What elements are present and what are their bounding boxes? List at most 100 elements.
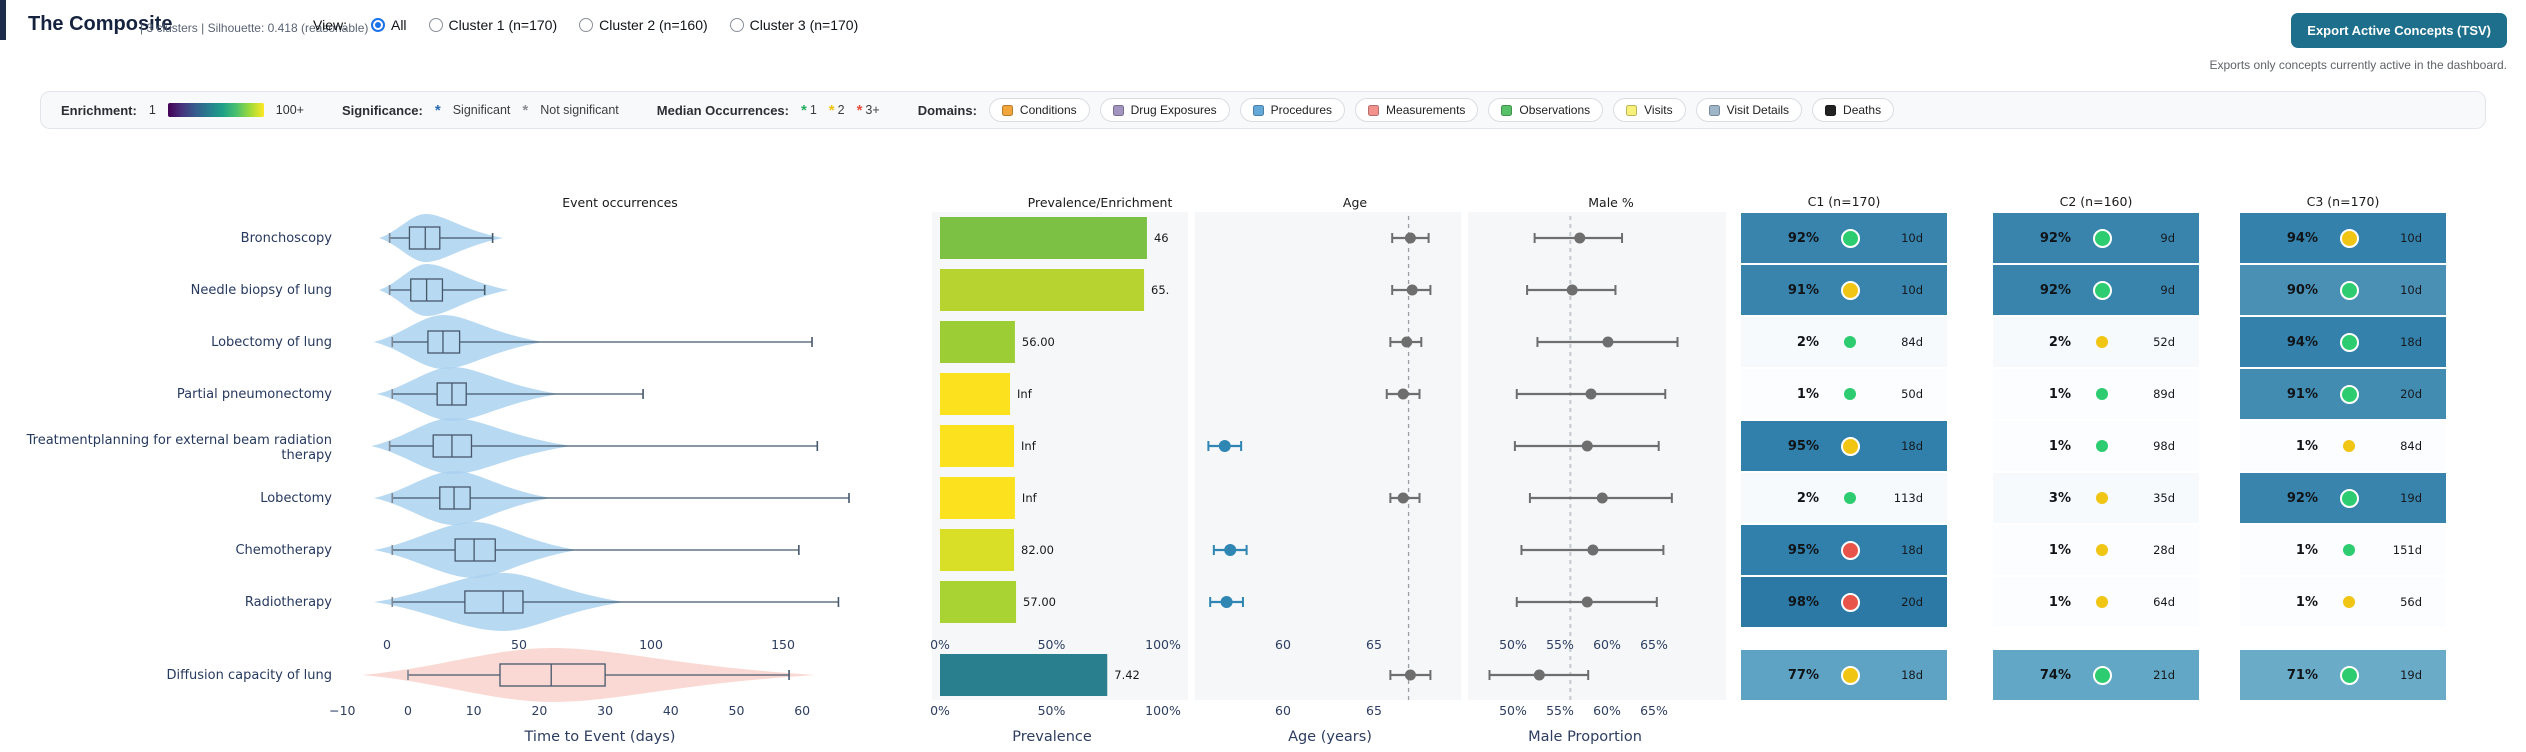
chart-text: 20 xyxy=(531,703,547,718)
dot-container xyxy=(1819,280,1881,300)
median-asterisk-icon: * xyxy=(828,101,835,119)
chart-text: Partial pneumonectomy xyxy=(177,387,332,402)
chart-text: Lobectomy xyxy=(260,491,332,506)
cluster-prevalence-value: 92% xyxy=(2286,490,2318,506)
domain-pill-visits[interactable]: Visits xyxy=(1613,98,1686,122)
mean-dot xyxy=(1587,544,1599,556)
cluster-cell: 2% 52d xyxy=(1993,317,2199,367)
domain-pill-deaths[interactable]: Deaths xyxy=(1812,98,1895,122)
view-radio-label: Cluster 1 (n=170) xyxy=(448,17,558,33)
enrichment-label: Enrichment: xyxy=(61,102,137,118)
chart-text: Age xyxy=(1343,195,1367,210)
dot-container xyxy=(2071,596,2133,608)
dot-container xyxy=(2318,440,2380,452)
view-radio-cluster-3-n-170[interactable]: Cluster 3 (n=170) xyxy=(729,17,858,33)
export-caption: Exports only concepts currently active i… xyxy=(2209,58,2508,72)
chart-text: Chemotherapy xyxy=(235,543,332,558)
dot-container xyxy=(2318,332,2380,352)
radio-icon[interactable] xyxy=(729,18,744,32)
domain-pill-conditions[interactable]: Conditions xyxy=(988,98,1090,122)
cluster-prevalence-value: 94% xyxy=(2286,230,2318,246)
cluster-cell: 91% 10d xyxy=(1741,265,1947,315)
radio-icon[interactable] xyxy=(428,18,443,32)
median-time-to-event: 19d xyxy=(2400,491,2422,505)
cluster-prevalence-value: 2% xyxy=(2048,334,2071,350)
chart-text: 40 xyxy=(663,703,679,718)
chart-text: 57.00 xyxy=(1023,595,1056,609)
dot-container xyxy=(2318,228,2380,248)
median-occurrence-dot-icon xyxy=(2339,384,2359,404)
chart-text: Event occurrences xyxy=(562,195,678,210)
mean-dot xyxy=(1397,388,1409,400)
mean-dot xyxy=(1404,669,1416,681)
cluster-prevalence-value: 1% xyxy=(2048,542,2071,558)
view-selector: View: All Cluster 1 (n=170) Cluster 2 (n=1… xyxy=(313,17,858,33)
view-radio-cluster-1-n-170[interactable]: Cluster 1 (n=170) xyxy=(428,17,558,33)
chart-text: Treatmentplanning for external beam radi… xyxy=(26,433,332,448)
median-occurrence-dot-icon xyxy=(2096,596,2108,608)
boxplot-box xyxy=(464,590,524,614)
chart-text: 82.00 xyxy=(1021,543,1054,557)
domain-pill-observations[interactable]: Observations xyxy=(1488,98,1604,122)
chart-text: 100 xyxy=(639,637,663,652)
mean-dot xyxy=(1581,596,1593,608)
boxplot-box xyxy=(454,538,496,562)
dot-container xyxy=(1819,388,1881,400)
boxplot-box xyxy=(427,330,461,354)
violin-shape xyxy=(373,315,543,369)
mean-dot xyxy=(1596,492,1608,504)
chart-text: 65 xyxy=(1366,703,1382,718)
chart-text: 55% xyxy=(1546,637,1574,652)
cluster-cell: 1% 84d xyxy=(2240,421,2446,471)
cluster-cell: 2% 113d xyxy=(1741,473,1947,523)
domain-pill-visit-details[interactable]: Visit Details xyxy=(1695,98,1803,122)
median-occurrence-dot-icon xyxy=(1840,540,1860,560)
cluster-prevalence-value: 1% xyxy=(2295,594,2318,610)
cluster-prevalence-value: 74% xyxy=(2039,667,2071,683)
median-occurrence-dot-icon xyxy=(2339,280,2359,300)
radio-selected-icon[interactable] xyxy=(370,18,385,32)
cluster-cell: 1% 89d xyxy=(1993,369,2199,419)
median-time-to-event: 19d xyxy=(2400,668,2422,682)
median-time-to-event: 89d xyxy=(2153,387,2175,401)
domain-pill-measurements[interactable]: Measurements xyxy=(1355,98,1479,122)
cluster-prevalence-value: 94% xyxy=(2286,334,2318,350)
dot-container xyxy=(2318,544,2380,556)
header-accent-bar xyxy=(0,0,6,40)
export-button[interactable]: Export Active Concepts (TSV) xyxy=(2291,13,2507,48)
domain-pill-label: Drug Exposures xyxy=(1130,103,1217,117)
chart-text: 65. xyxy=(1151,283,1169,297)
view-radio-cluster-2-n-160[interactable]: Cluster 2 (n=160) xyxy=(579,17,708,33)
mean-dot xyxy=(1406,284,1418,296)
mean-dot xyxy=(1566,284,1578,296)
domain-pill-label: Measurements xyxy=(1386,103,1466,117)
cluster-cell: 71% 19d xyxy=(2240,650,2446,700)
median-occurrences-label: Median Occurrences: xyxy=(656,102,789,118)
cluster-cell: 94% 10d xyxy=(2240,213,2446,263)
chart-text: Age (years) xyxy=(1288,729,1372,745)
chart-text: Radiotherapy xyxy=(245,595,332,610)
chart-text: 10 xyxy=(466,703,482,718)
cluster-prevalence-value: 71% xyxy=(2286,667,2318,683)
dot-container xyxy=(2318,384,2380,404)
domain-pill-drug-exposures[interactable]: Drug Exposures xyxy=(1099,98,1230,122)
cluster-prevalence-value: 92% xyxy=(1787,230,1819,246)
view-radio-label: All xyxy=(390,17,407,33)
dot-container xyxy=(2071,544,2133,556)
median-time-to-event: 113d xyxy=(1893,491,1923,505)
dot-container xyxy=(2071,388,2133,400)
boxplot-box xyxy=(499,663,606,687)
view-radio-all[interactable]: All xyxy=(370,17,407,33)
cluster-cell: 90% 10d xyxy=(2240,265,2446,315)
median-item-label: 2 xyxy=(837,103,845,117)
cluster-cell: 1% 98d xyxy=(1993,421,2199,471)
median-time-to-event: 52d xyxy=(2153,335,2175,349)
median-time-to-event: 151d xyxy=(2392,543,2422,557)
median-occurrence-dot-icon xyxy=(2339,332,2359,352)
radio-icon[interactable] xyxy=(579,18,594,32)
chart-text: 0 xyxy=(404,703,412,718)
cluster-cell: 92% 9d xyxy=(1993,265,2199,315)
domain-pill-procedures[interactable]: Procedures xyxy=(1239,98,1346,122)
chart-text: 46 xyxy=(1154,231,1169,245)
